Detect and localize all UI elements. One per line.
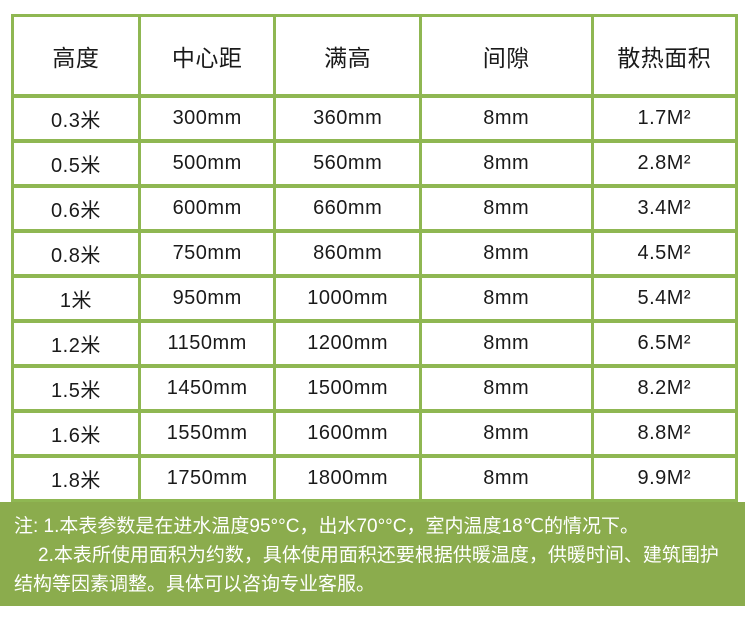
table-cell: 1600mm: [276, 413, 419, 454]
table-cell: 0.8米: [14, 233, 138, 274]
table-cell: 8mm: [421, 188, 591, 229]
table-cell: 5.4M²: [593, 278, 735, 319]
table-cell: 950mm: [140, 278, 274, 319]
table-cell: 1200mm: [276, 323, 419, 364]
table-cell: 8mm: [421, 143, 591, 184]
table-header-cell: 间隙: [421, 17, 591, 94]
table-header-cell: 高度: [14, 17, 138, 94]
table-cell: 1.8米: [14, 458, 138, 499]
table-cell: 0.6米: [14, 188, 138, 229]
table-cell: 660mm: [276, 188, 419, 229]
table-cell: 1.7M²: [593, 98, 735, 139]
table-cell: 6.5M²: [593, 323, 735, 364]
table-cell: 560mm: [276, 143, 419, 184]
table-cell: 0.3米: [14, 98, 138, 139]
note-line-3: 结构等因素调整。具体可以咨询专业客服。: [14, 574, 376, 595]
table-cell: 360mm: [276, 98, 419, 139]
table-cell: 750mm: [140, 233, 274, 274]
table-cell: 8mm: [421, 413, 591, 454]
note-line-1: 注: 1.本表参数是在进水温度95°°C，出水70°°C，室内温度18℃的情况下…: [14, 516, 639, 537]
table-cell: 2.8M²: [593, 143, 735, 184]
table-cell: 9.9M²: [593, 458, 735, 499]
table-cell: 1450mm: [140, 368, 274, 409]
table-cell: 600mm: [140, 188, 274, 229]
table-cell: 1750mm: [140, 458, 274, 499]
table-cell: 1500mm: [276, 368, 419, 409]
table-cell: 500mm: [140, 143, 274, 184]
table-cell: 1000mm: [276, 278, 419, 319]
table-cell: 8mm: [421, 233, 591, 274]
table-cell: 8mm: [421, 98, 591, 139]
table-cell: 8.8M²: [593, 413, 735, 454]
table-cell: 8mm: [421, 278, 591, 319]
radiator-spec-table: 高度 中心距 满高 间隙 散热面积 0.3米 300mm 360mm 8mm 1.7M² 0.5米 5…: [11, 14, 738, 502]
table-cell: 300mm: [140, 98, 274, 139]
table-cell: 8mm: [421, 458, 591, 499]
table-cell: 3.4M²: [593, 188, 735, 229]
table-cell: 8mm: [421, 368, 591, 409]
table-cell: 8.2M²: [593, 368, 735, 409]
table-header-cell: 散热面积: [593, 17, 735, 94]
table-header-cell: 中心距: [140, 17, 274, 94]
table-cell: 1150mm: [140, 323, 274, 364]
table-cell: 4.5M²: [593, 233, 735, 274]
notes-section: 注: 1.本表参数是在进水温度95°°C，出水70°°C，室内温度18℃的情况下…: [0, 502, 745, 606]
table-cell: 8mm: [421, 323, 591, 364]
table-cell: 1550mm: [140, 413, 274, 454]
table-cell: 1.6米: [14, 413, 138, 454]
table-cell: 1800mm: [276, 458, 419, 499]
table-cell: 1米: [14, 278, 138, 319]
note-line-2: 2.本表所使用面积为约数，具体使用面积还要根据供暖温度，供暖时间、建筑围护: [38, 545, 719, 566]
table-cell: 1.2米: [14, 323, 138, 364]
table-cell: 0.5米: [14, 143, 138, 184]
table-cell: 1.5米: [14, 368, 138, 409]
table-cell: 860mm: [276, 233, 419, 274]
table-header-cell: 满高: [276, 17, 419, 94]
